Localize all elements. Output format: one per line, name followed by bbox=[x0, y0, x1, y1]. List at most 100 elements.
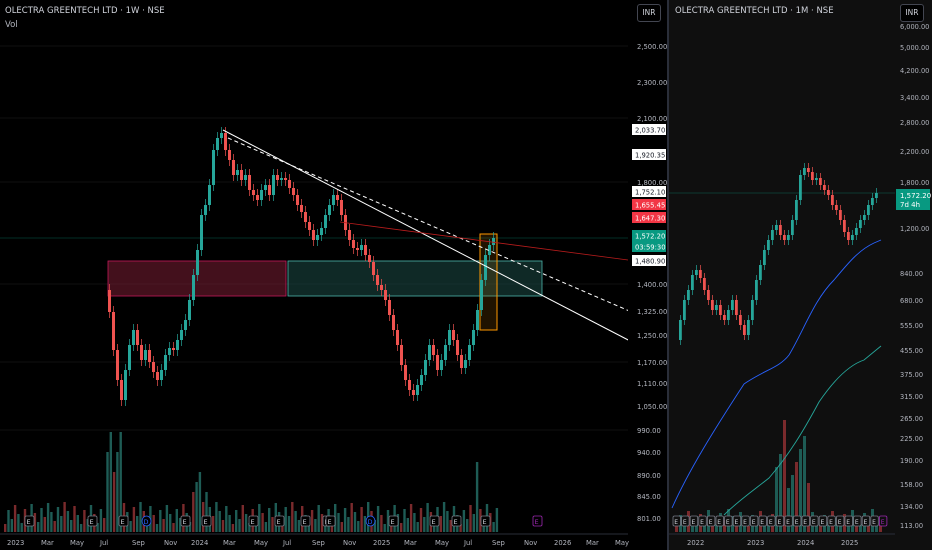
earnings-marker[interactable] bbox=[818, 515, 828, 527]
candle[interactable] bbox=[827, 190, 830, 195]
candle[interactable] bbox=[468, 345, 471, 360]
candle[interactable] bbox=[180, 330, 183, 340]
candle[interactable] bbox=[272, 175, 275, 195]
weekly-chart-pane[interactable]: 2,500.00 2,300.00 2,100.00 1,800.00 1,400.00… bbox=[0, 0, 667, 550]
candle[interactable] bbox=[316, 235, 319, 240]
currency-button-right[interactable]: INR bbox=[900, 4, 924, 22]
candle[interactable] bbox=[396, 330, 399, 345]
candle[interactable] bbox=[336, 195, 339, 200]
earnings-marker[interactable] bbox=[87, 515, 98, 527]
candle[interactable] bbox=[851, 235, 854, 240]
candle[interactable] bbox=[412, 390, 415, 395]
candle[interactable] bbox=[707, 290, 710, 300]
candle[interactable] bbox=[484, 255, 487, 280]
earnings-marker[interactable] bbox=[861, 515, 871, 527]
candle[interactable] bbox=[695, 270, 698, 275]
candle[interactable] bbox=[488, 245, 491, 255]
candle[interactable] bbox=[444, 345, 447, 360]
demand-zone[interactable] bbox=[287, 260, 543, 297]
earnings-marker[interactable] bbox=[681, 515, 690, 527]
candle[interactable] bbox=[723, 315, 726, 320]
candle[interactable] bbox=[324, 215, 327, 228]
candle[interactable] bbox=[747, 320, 750, 335]
earnings-marker[interactable] bbox=[689, 515, 699, 527]
candle[interactable] bbox=[731, 300, 734, 310]
earnings-marker[interactable] bbox=[180, 515, 191, 527]
earnings-marker[interactable] bbox=[758, 515, 767, 527]
candle[interactable] bbox=[831, 195, 834, 205]
candle[interactable] bbox=[759, 265, 762, 280]
candle[interactable] bbox=[172, 348, 175, 350]
weekly-time-axis[interactable]: 2023 Mar May Jul Sep Nov 2024 Mar May Jul Sep Nov 20… bbox=[7, 539, 629, 547]
candle[interactable] bbox=[476, 310, 479, 330]
earnings-marker[interactable] bbox=[853, 515, 862, 527]
candle[interactable] bbox=[715, 305, 718, 310]
candle[interactable] bbox=[360, 245, 363, 250]
candle[interactable] bbox=[743, 325, 746, 335]
candle[interactable] bbox=[863, 215, 866, 220]
candle[interactable] bbox=[436, 355, 439, 370]
candle[interactable] bbox=[204, 205, 207, 215]
candle[interactable] bbox=[791, 220, 794, 235]
candle[interactable] bbox=[751, 300, 754, 320]
earnings-marker[interactable] bbox=[274, 515, 285, 527]
candle[interactable] bbox=[192, 275, 195, 300]
candle[interactable] bbox=[148, 350, 151, 362]
moving-average-blue[interactable] bbox=[671, 239, 882, 509]
pane-divider[interactable] bbox=[667, 0, 669, 550]
earnings-marker[interactable] bbox=[827, 515, 836, 527]
candle[interactable] bbox=[240, 170, 243, 180]
candle[interactable] bbox=[464, 360, 467, 368]
earnings-marker[interactable] bbox=[784, 515, 793, 527]
candle[interactable] bbox=[132, 330, 135, 345]
candle[interactable] bbox=[116, 350, 119, 380]
candle[interactable] bbox=[775, 225, 778, 230]
candle[interactable] bbox=[783, 235, 786, 240]
candle[interactable] bbox=[691, 275, 694, 290]
candle[interactable] bbox=[452, 330, 455, 340]
candle[interactable] bbox=[424, 360, 427, 375]
candle[interactable] bbox=[136, 330, 139, 345]
candle[interactable] bbox=[268, 185, 271, 195]
candle[interactable] bbox=[755, 280, 758, 300]
candle[interactable] bbox=[400, 345, 403, 365]
candle[interactable] bbox=[779, 225, 782, 235]
candle[interactable] bbox=[408, 380, 411, 390]
earnings-marker[interactable] bbox=[388, 515, 399, 527]
candle[interactable] bbox=[144, 350, 147, 360]
candle[interactable] bbox=[120, 380, 123, 400]
candle[interactable] bbox=[432, 345, 435, 355]
candle[interactable] bbox=[839, 210, 842, 220]
candle[interactable] bbox=[216, 138, 219, 150]
monthly-candles[interactable] bbox=[679, 163, 878, 345]
candle[interactable] bbox=[771, 230, 774, 240]
candle[interactable] bbox=[428, 345, 431, 360]
candle[interactable] bbox=[795, 200, 798, 220]
candle[interactable] bbox=[859, 220, 862, 228]
candle[interactable] bbox=[152, 362, 155, 372]
candle[interactable] bbox=[184, 320, 187, 330]
candle[interactable] bbox=[823, 185, 826, 190]
candle[interactable] bbox=[176, 340, 179, 350]
earnings-marker[interactable] bbox=[707, 515, 716, 527]
weekly-price-axis[interactable]: 2,500.00 2,300.00 2,100.00 1,800.00 1,400.00… bbox=[637, 43, 667, 523]
candle[interactable] bbox=[735, 300, 738, 315]
candle[interactable] bbox=[140, 345, 143, 360]
candle[interactable] bbox=[699, 270, 702, 278]
candle[interactable] bbox=[188, 300, 191, 320]
candle[interactable] bbox=[847, 232, 850, 240]
candle[interactable] bbox=[719, 305, 722, 315]
candle[interactable] bbox=[296, 195, 299, 205]
candle[interactable] bbox=[280, 178, 283, 180]
monthly-price-axis[interactable]: 6,000.00 5,000.00 4,200.00 3,400.00 2,800.00… bbox=[900, 23, 929, 530]
candle[interactable] bbox=[260, 190, 263, 200]
candle[interactable] bbox=[224, 133, 227, 150]
candle[interactable] bbox=[835, 205, 838, 210]
candle[interactable] bbox=[799, 175, 802, 200]
candle[interactable] bbox=[288, 180, 291, 188]
candle[interactable] bbox=[811, 172, 814, 180]
earnings-marker[interactable] bbox=[767, 515, 776, 527]
candle[interactable] bbox=[212, 150, 215, 185]
candle[interactable] bbox=[160, 370, 163, 380]
weekly-candles[interactable] bbox=[108, 127, 495, 406]
